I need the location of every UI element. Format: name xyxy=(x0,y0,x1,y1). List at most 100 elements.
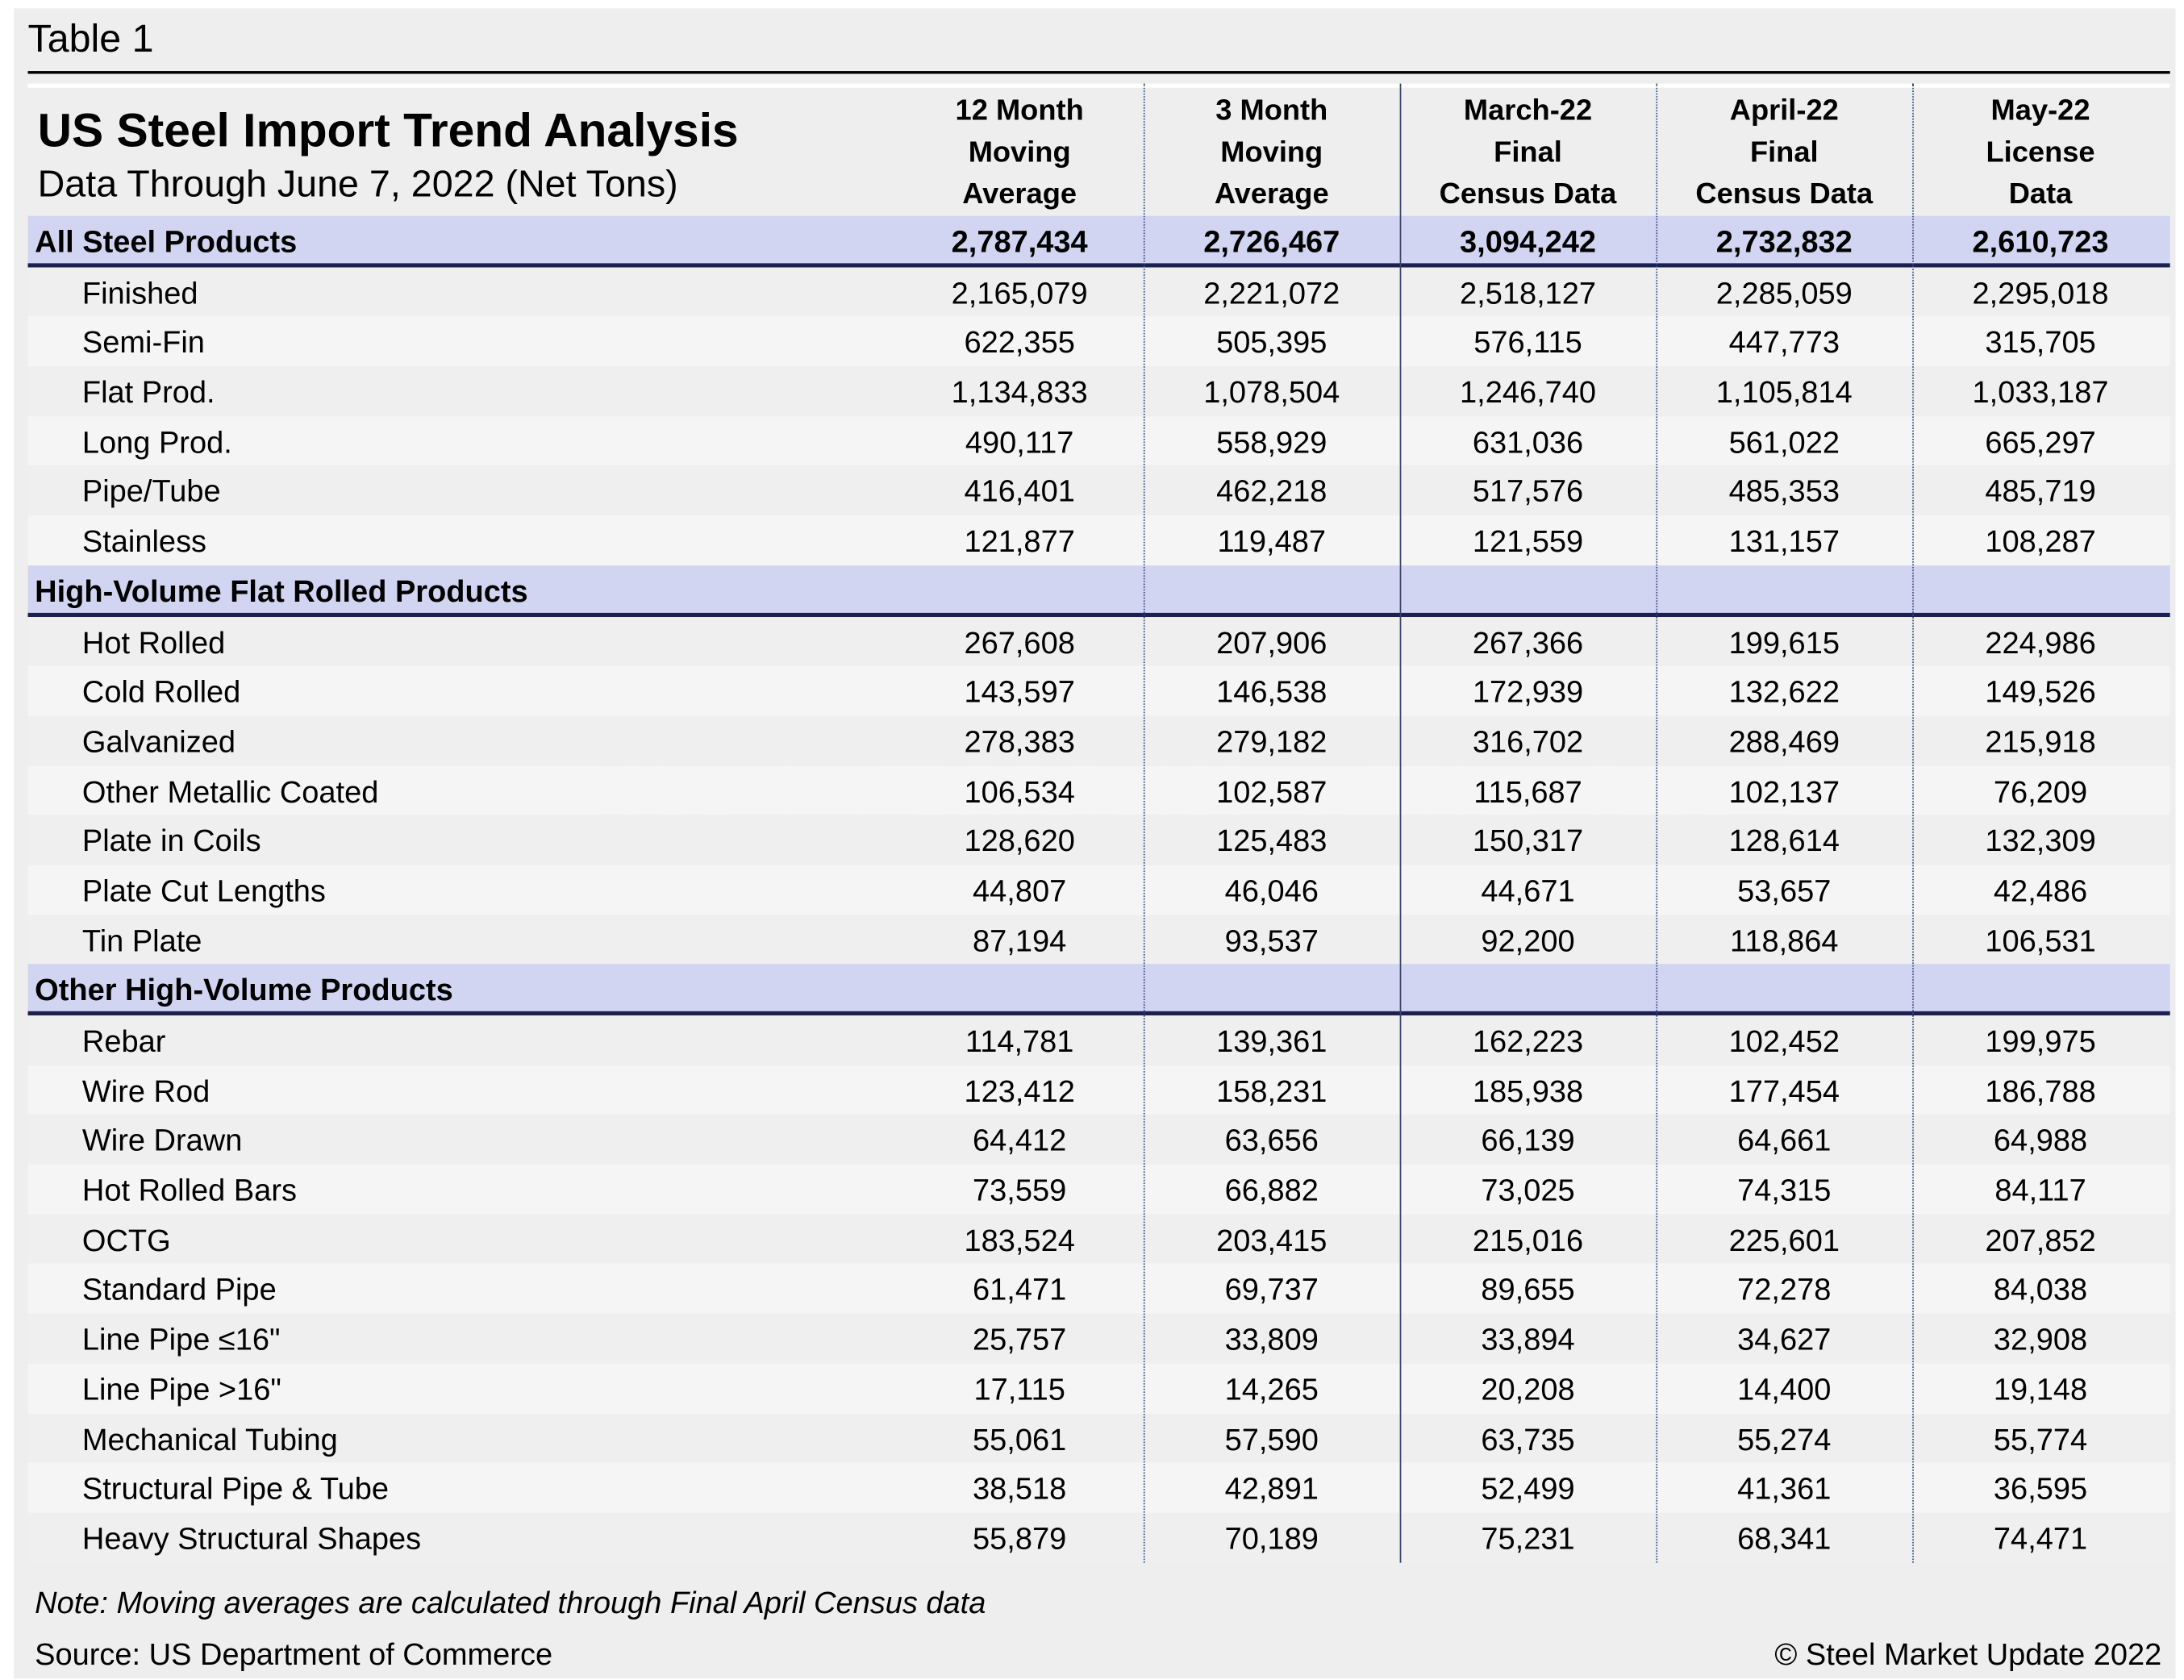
row-label: Flat Prod. xyxy=(81,374,215,410)
cell-value: 631,036 xyxy=(1472,424,1584,460)
cell-value: 1,033,187 xyxy=(1972,374,2109,410)
table-row: Rebar 114,781 139,361 162,223 102,452 199,975 xyxy=(27,1015,2170,1065)
row-label: Other High-Volume Products xyxy=(35,972,453,1008)
cell-value: 66,139 xyxy=(1481,1123,1575,1158)
row-label: Finished xyxy=(81,275,198,311)
cell-value: 150,317 xyxy=(1472,823,1584,859)
cell-value: 622,355 xyxy=(964,325,1075,361)
cell-value: 44,807 xyxy=(973,873,1067,908)
column-header: 12 Month Moving Average xyxy=(891,88,1148,216)
cell-value: 462,218 xyxy=(1216,473,1327,510)
cell-value: 102,587 xyxy=(1216,773,1327,809)
row-label: Pipe/Tube xyxy=(81,473,221,510)
cell-value: 42,891 xyxy=(1224,1471,1319,1507)
cell-value: 74,471 xyxy=(1993,1520,2088,1556)
table-row: Wire Rod 123,412 158,231 185,938 177,454 186,… xyxy=(27,1065,2170,1115)
column-header-line: Average xyxy=(962,178,1077,211)
cell-value: 490,117 xyxy=(965,424,1074,460)
row-label: Plate in Coils xyxy=(81,823,261,859)
column-divider xyxy=(1143,83,1145,1563)
cell-value: 149,526 xyxy=(1985,674,2096,710)
cell-value: 19,148 xyxy=(1993,1371,2088,1407)
cell-value: 1,078,504 xyxy=(1203,374,1340,410)
cell-value: 199,615 xyxy=(1728,624,1840,660)
cell-value: 14,265 xyxy=(1224,1371,1319,1407)
row-label: Cold Rolled xyxy=(81,674,241,710)
copyright-text: © Steel Market Update 2022 xyxy=(1774,1636,2162,1672)
row-label: Galvanized xyxy=(81,723,235,759)
cell-value: 115,687 xyxy=(1473,773,1582,809)
cell-value: 55,774 xyxy=(1993,1421,2088,1457)
table-row: Mechanical Tubing 55,061 57,590 63,735 55,27… xyxy=(27,1413,2170,1463)
cell-value: 114,781 xyxy=(965,1023,1074,1059)
cell-value: 267,608 xyxy=(964,624,1075,660)
column-header-line: Census Data xyxy=(1695,178,1873,211)
cell-value: 146,538 xyxy=(1216,674,1327,710)
cell-value: 315,705 xyxy=(1985,325,2096,361)
cell-value: 2,787,434 xyxy=(951,224,1088,260)
cell-value: 267,366 xyxy=(1472,624,1584,660)
row-label: Hot Rolled Bars xyxy=(81,1173,297,1208)
cell-value: 225,601 xyxy=(1728,1222,1840,1258)
cell-value: 132,622 xyxy=(1728,674,1840,710)
row-label: Long Prod. xyxy=(81,424,232,460)
cell-value: 20,208 xyxy=(1481,1371,1575,1407)
cell-value: 2,165,079 xyxy=(951,275,1088,311)
cell-value: 561,022 xyxy=(1728,424,1840,460)
column-divider xyxy=(1656,83,1658,1563)
row-label: Other Metallic Coated xyxy=(81,773,379,809)
column-header-line: Final xyxy=(1749,136,1819,169)
cell-value: 199,975 xyxy=(1985,1023,2096,1059)
row-label: OCTG xyxy=(81,1222,171,1258)
table-row: Structural Pipe & Tube 38,518 42,891 52,499… xyxy=(27,1462,2170,1513)
column-header-line: Data xyxy=(2008,178,2073,211)
column-header: April-22 Final Census Data xyxy=(1656,88,1912,216)
table-row: Long Prod. 490,117 558,929 631,036 561,022 66… xyxy=(27,415,2170,466)
cell-value: 93,537 xyxy=(1224,923,1319,958)
table-title: US Steel Import Trend Analysis xyxy=(37,104,739,158)
row-label: Hot Rolled xyxy=(81,624,226,660)
column-header: March-22 Final Census Data xyxy=(1400,88,1657,216)
column-header-line: March-22 xyxy=(1463,94,1593,127)
cell-value: 215,016 xyxy=(1472,1222,1584,1258)
row-label: Tin Plate xyxy=(81,923,202,958)
cell-value: 89,655 xyxy=(1481,1272,1575,1307)
cell-value: 2,221,072 xyxy=(1203,275,1340,311)
cell-value: 139,361 xyxy=(1216,1023,1327,1059)
cell-value: 76,209 xyxy=(1993,773,2088,809)
cell-value: 106,531 xyxy=(1985,923,2096,958)
cell-value: 14,400 xyxy=(1737,1371,1832,1407)
table-row: Tin Plate 87,194 93,537 92,200 118,864 106,53… xyxy=(27,914,2170,965)
cell-value: 505,395 xyxy=(1216,325,1327,361)
cell-value: 118,864 xyxy=(1730,923,1839,958)
cell-value: 2,726,467 xyxy=(1203,224,1340,260)
cell-value: 53,657 xyxy=(1737,873,1832,908)
cell-value: 665,297 xyxy=(1985,424,2096,460)
row-label: Rebar xyxy=(81,1023,166,1059)
column-header-line: Final xyxy=(1494,136,1562,169)
table-row: Standard Pipe 61,471 69,737 89,655 72,278 84,… xyxy=(27,1264,2170,1314)
cell-value: 55,061 xyxy=(973,1421,1067,1457)
cell-value: 17,115 xyxy=(973,1371,1065,1407)
cell-value: 55,274 xyxy=(1737,1421,1832,1457)
cell-value: 288,469 xyxy=(1728,723,1840,759)
cell-value: 57,590 xyxy=(1224,1421,1319,1457)
row-label: Mechanical Tubing xyxy=(81,1421,338,1457)
cell-value: 215,918 xyxy=(1985,723,2096,759)
cell-value: 121,559 xyxy=(1472,523,1584,559)
section-row: Other High-Volume Products xyxy=(27,964,2170,1015)
cell-value: 121,877 xyxy=(964,523,1075,559)
cell-value: 72,278 xyxy=(1737,1272,1832,1307)
cell-value: 2,610,723 xyxy=(1972,224,2109,260)
column-header-line: April-22 xyxy=(1729,94,1839,127)
cell-value: 55,879 xyxy=(973,1520,1067,1556)
cell-value: 102,137 xyxy=(1728,773,1840,809)
cell-value: 46,046 xyxy=(1224,873,1319,908)
cell-value: 207,906 xyxy=(1216,624,1327,660)
cell-value: 84,117 xyxy=(1994,1173,2086,1208)
column-header-line: Moving xyxy=(968,136,1071,169)
cell-value: 84,038 xyxy=(1993,1272,2088,1307)
table-row: Other Metallic Coated 106,534 102,587 115,6… xyxy=(27,765,2170,815)
column-divider xyxy=(1912,83,1914,1563)
